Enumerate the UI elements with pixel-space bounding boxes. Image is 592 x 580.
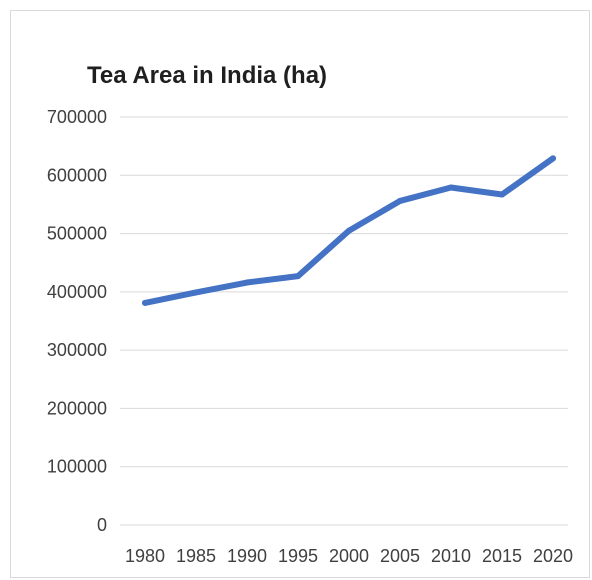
data-point-1980 bbox=[142, 299, 148, 306]
y-tick-label: 0 bbox=[97, 515, 107, 535]
x-tick-label: 2020 bbox=[533, 546, 573, 566]
y-tick-label: 200000 bbox=[47, 398, 107, 418]
series-layer bbox=[142, 155, 556, 306]
x-tick-label: 1985 bbox=[176, 546, 216, 566]
gridlines bbox=[120, 116, 568, 526]
y-tick-label: 700000 bbox=[47, 107, 107, 127]
data-point-2000 bbox=[346, 227, 352, 234]
x-tick-label: 2015 bbox=[482, 546, 522, 566]
y-axis-tick-labels: 0 100000 200000 300000 400000 500000 600000 700… bbox=[47, 107, 107, 535]
y-tick-label: 100000 bbox=[47, 457, 107, 477]
data-point-2005 bbox=[397, 197, 403, 204]
x-tick-label: 2010 bbox=[431, 546, 471, 566]
data-point-2015 bbox=[499, 191, 505, 198]
chart-title: Tea Area in India (ha) bbox=[87, 62, 327, 89]
y-tick-label: 500000 bbox=[47, 224, 107, 244]
x-tick-label: 2000 bbox=[329, 546, 369, 566]
y-tick-label: 300000 bbox=[47, 340, 107, 360]
x-tick-label: 1980 bbox=[125, 546, 165, 566]
y-tick-label: 600000 bbox=[47, 165, 107, 185]
x-axis-tick-labels: 1980 1985 1990 1995 2000 2005 2010 2015 2020 bbox=[125, 546, 573, 566]
x-tick-label: 1990 bbox=[227, 546, 267, 566]
data-point-1985 bbox=[193, 289, 199, 296]
data-point-2020 bbox=[550, 155, 556, 162]
data-point-2010 bbox=[448, 184, 454, 191]
y-tick-label: 400000 bbox=[47, 282, 107, 302]
chart-frame bbox=[10, 10, 590, 578]
x-tick-label: 1995 bbox=[278, 546, 318, 566]
data-point-1990 bbox=[244, 279, 250, 286]
x-tick-label: 2005 bbox=[380, 546, 420, 566]
data-point-1995 bbox=[295, 273, 301, 280]
